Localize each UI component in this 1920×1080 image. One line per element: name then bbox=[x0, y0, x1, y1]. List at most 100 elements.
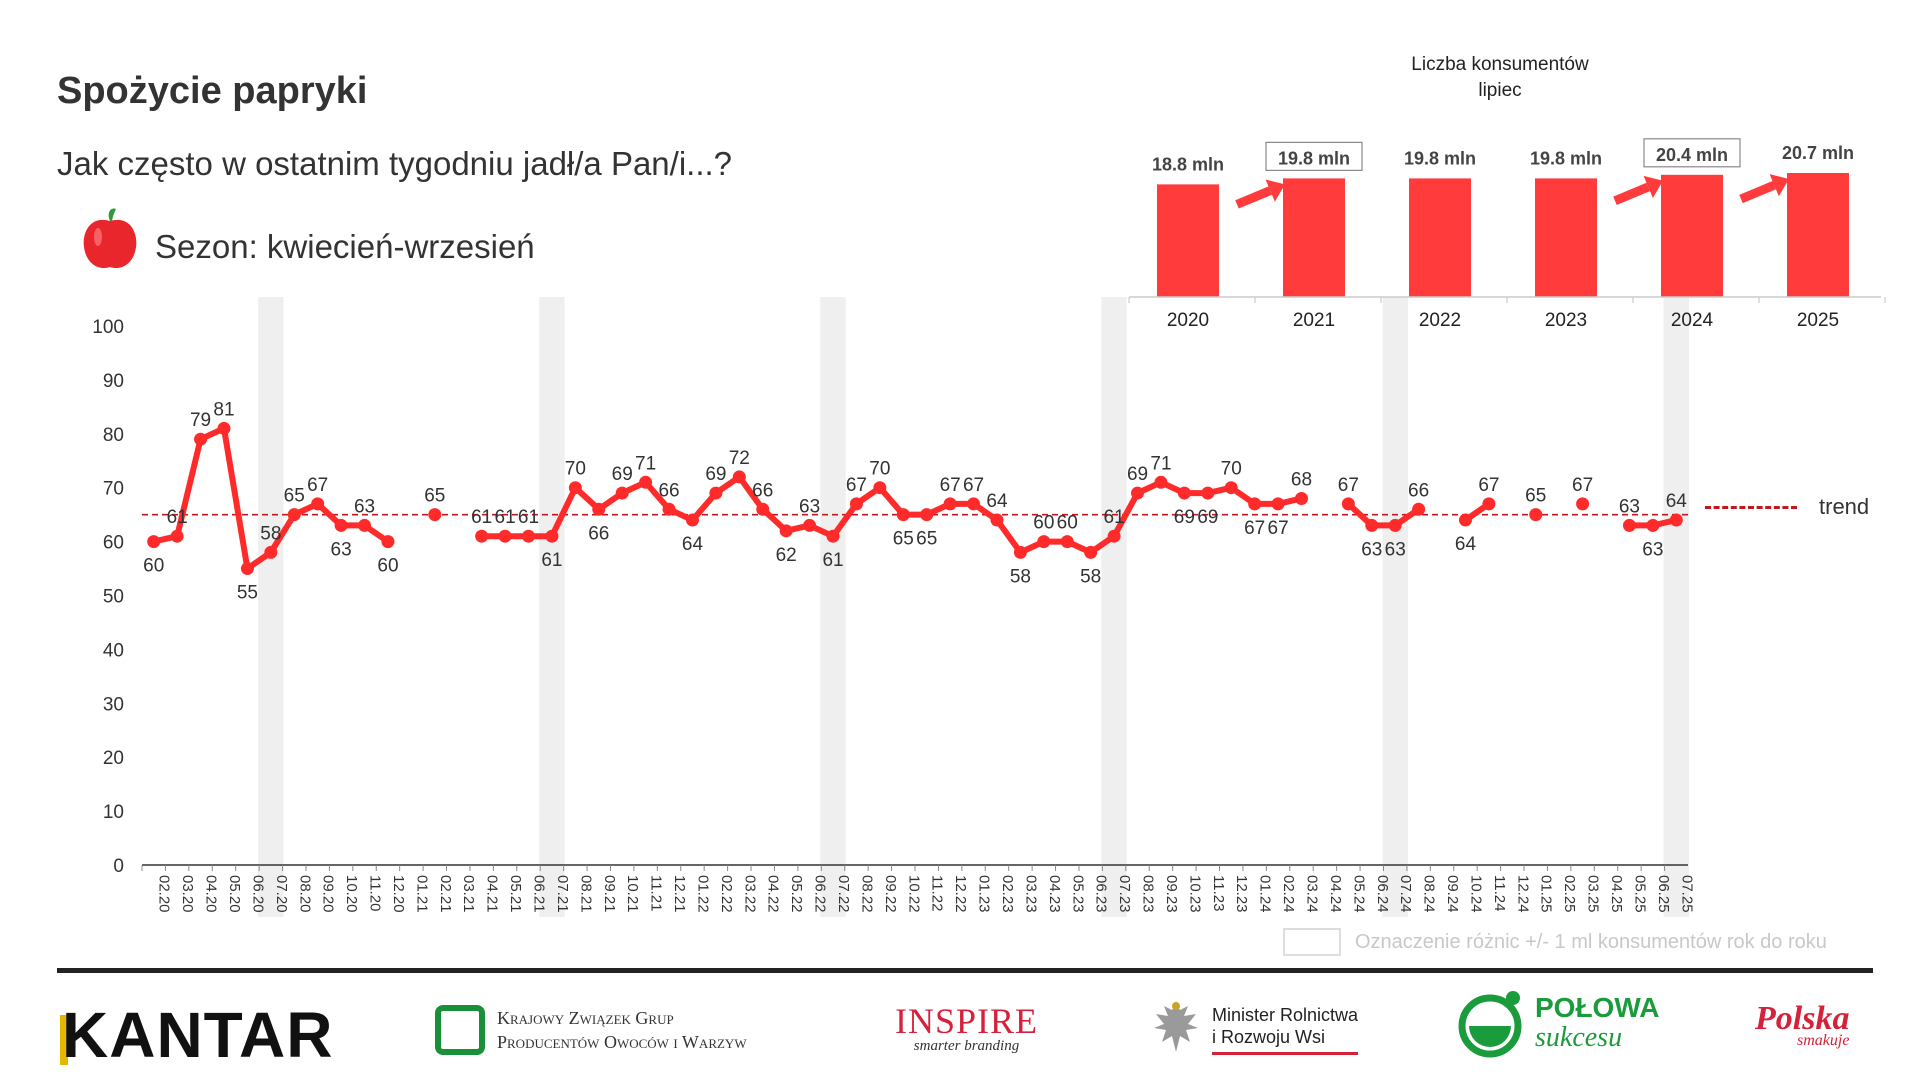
data-label: 63 bbox=[1361, 539, 1382, 560]
data-label: 63 bbox=[1619, 496, 1640, 517]
data-label: 69 bbox=[1174, 507, 1195, 528]
data-point bbox=[522, 529, 535, 543]
bar-category-label: 2022 bbox=[1419, 310, 1461, 331]
data-point bbox=[1107, 529, 1121, 543]
y-tick-label: 10 bbox=[103, 802, 124, 823]
highlight-band bbox=[258, 297, 284, 917]
data-point bbox=[615, 486, 629, 500]
x-tick-label: 07.20 bbox=[273, 875, 290, 913]
kantar-accent bbox=[60, 1015, 68, 1066]
data-label: 65 bbox=[424, 486, 445, 507]
data-point bbox=[1248, 497, 1262, 511]
data-point bbox=[1084, 545, 1098, 559]
data-point bbox=[170, 529, 184, 543]
x-tick-label: 08.21 bbox=[577, 875, 594, 913]
x-tick-label: 03.22 bbox=[741, 875, 758, 913]
x-tick-label: 06.22 bbox=[812, 875, 829, 913]
x-tick-label: 01.25 bbox=[1538, 875, 1555, 913]
x-tick-label: 11.23 bbox=[1210, 875, 1227, 911]
data-point bbox=[592, 502, 606, 516]
x-tick-label: 07.24 bbox=[1397, 875, 1414, 913]
bar bbox=[1409, 178, 1471, 297]
x-tick-label: 01.21 bbox=[413, 875, 430, 913]
data-point bbox=[1154, 475, 1168, 489]
data-label: 66 bbox=[658, 480, 679, 501]
x-tick-label: 09.23 bbox=[1163, 875, 1180, 913]
difference-legend-label: Oznaczenie różnic +/- 1 ml konsumentów r… bbox=[1355, 930, 1827, 953]
season-label: Sezon: kwiecień-wrzesień bbox=[155, 228, 535, 265]
y-tick-label: 40 bbox=[103, 640, 124, 661]
highlight-band bbox=[539, 297, 565, 917]
data-label: 66 bbox=[1408, 480, 1429, 501]
bar bbox=[1283, 178, 1345, 297]
x-tick-label: 10.20 bbox=[343, 875, 360, 913]
x-tick-label: 11.21 bbox=[648, 875, 665, 911]
data-label: 71 bbox=[635, 453, 656, 474]
x-tick-label: 05.20 bbox=[226, 875, 243, 913]
data-point bbox=[1646, 518, 1660, 532]
data-label: 63 bbox=[1385, 539, 1406, 560]
data-point bbox=[896, 508, 910, 522]
inset-chart-title: Liczba konsumentów lipiec bbox=[1411, 54, 1589, 101]
x-tick-label: 08.20 bbox=[296, 875, 313, 913]
x-tick-label: 12.22 bbox=[952, 875, 969, 913]
data-label: 69 bbox=[612, 464, 633, 485]
x-tick-label: 10.24 bbox=[1467, 875, 1484, 913]
data-point bbox=[685, 513, 699, 527]
pepper-icon bbox=[83, 208, 137, 269]
kzg-mark-icon bbox=[435, 1005, 485, 1055]
minister-line1: Minister Rolnictwa bbox=[1212, 1004, 1359, 1025]
data-label: 81 bbox=[213, 399, 234, 420]
x-tick-label: 06.21 bbox=[531, 875, 548, 913]
data-label: 66 bbox=[752, 480, 773, 501]
x-tick-label: 08.22 bbox=[858, 875, 875, 913]
data-label: 63 bbox=[1642, 539, 1663, 560]
polowa-logo: POŁOWA sukcesu bbox=[1455, 988, 1659, 1058]
data-label: 63 bbox=[331, 539, 352, 560]
highlight-band bbox=[1663, 297, 1689, 917]
x-tick-label: 02.20 bbox=[156, 875, 173, 913]
x-tick-label: 09.21 bbox=[601, 875, 618, 913]
data-label: 58 bbox=[260, 523, 281, 544]
data-point bbox=[1131, 486, 1145, 500]
data-label: 61 bbox=[167, 507, 188, 528]
x-tick-label: 09.20 bbox=[320, 875, 337, 913]
growth-arrow-head bbox=[1643, 175, 1663, 199]
x-tick-label: 12.21 bbox=[671, 875, 688, 913]
bar-category-label: 2024 bbox=[1671, 310, 1714, 331]
x-tick-label: 07.21 bbox=[554, 875, 571, 913]
data-label: 67 bbox=[1244, 518, 1265, 539]
data-point bbox=[990, 513, 1004, 527]
data-point bbox=[1529, 508, 1543, 522]
data-label: 61 bbox=[1104, 507, 1125, 528]
data-point bbox=[1412, 502, 1426, 516]
data-label: 71 bbox=[1150, 453, 1171, 474]
x-tick-label: 01.22 bbox=[694, 875, 711, 913]
trend-legend-label: trend bbox=[1819, 494, 1870, 519]
data-label: 68 bbox=[1291, 469, 1312, 490]
difference-legend: Oznaczenie różnic +/- 1 ml konsumentów r… bbox=[1283, 928, 1827, 956]
y-tick-label: 90 bbox=[103, 371, 124, 392]
bar-value-label: 20.7 mln bbox=[1782, 143, 1854, 163]
data-label: 69 bbox=[705, 464, 726, 485]
data-point bbox=[1271, 497, 1285, 511]
data-label: 67 bbox=[963, 475, 984, 496]
x-tick-label: 11.24 bbox=[1491, 875, 1508, 911]
polska-smakuje-logo: Polska smakuje bbox=[1755, 1000, 1850, 1049]
data-point bbox=[358, 518, 372, 532]
x-tick-label: 12.24 bbox=[1514, 875, 1531, 913]
data-point bbox=[147, 535, 161, 549]
x-tick-label: 08.24 bbox=[1421, 875, 1438, 913]
growth-arrow bbox=[1235, 186, 1272, 209]
data-label: 58 bbox=[1080, 566, 1101, 587]
x-tick-label: 08.23 bbox=[1140, 875, 1157, 913]
x-tick-label: 05.25 bbox=[1631, 875, 1648, 913]
y-tick-label: 80 bbox=[103, 425, 124, 446]
x-tick-label: 05.23 bbox=[1069, 875, 1086, 913]
y-tick-label: 20 bbox=[103, 748, 124, 769]
polowa-sub-label: sukcesu bbox=[1535, 1022, 1623, 1053]
data-label: 64 bbox=[1455, 534, 1477, 555]
bar bbox=[1157, 184, 1219, 297]
data-label: 61 bbox=[495, 507, 516, 528]
polowa-mark-icon bbox=[1458, 991, 1522, 1058]
